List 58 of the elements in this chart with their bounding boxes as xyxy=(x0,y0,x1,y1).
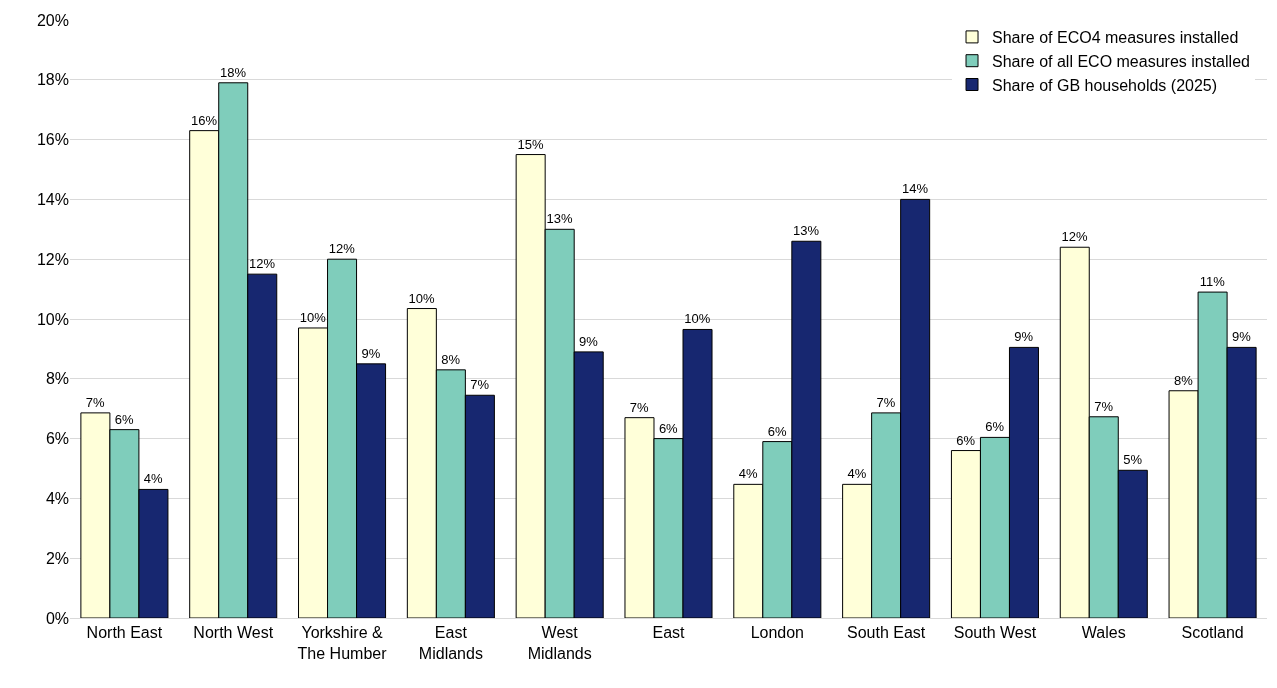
data-label: 8% xyxy=(441,351,461,367)
x-tick-label: North West xyxy=(193,624,274,642)
data-label: 12% xyxy=(1061,229,1088,245)
y-tick-label: 18% xyxy=(36,71,69,89)
data-label: 10% xyxy=(299,309,327,325)
data-label: 4% xyxy=(143,471,164,487)
data-label: 9% xyxy=(361,345,381,361)
data-label: 6% xyxy=(658,420,679,436)
data-label: 6% xyxy=(956,432,976,448)
legend-label: Share of all ECO measures installed xyxy=(992,52,1250,70)
y-tick-label: 16% xyxy=(36,131,69,149)
y-tick-label: 10% xyxy=(36,310,69,328)
y-tick-label: 4% xyxy=(45,490,69,507)
data-label: 14% xyxy=(901,181,929,197)
data-label: 7% xyxy=(470,377,490,393)
data-label: 12% xyxy=(249,256,276,272)
y-tick-label: 8% xyxy=(45,370,69,388)
data-label: 9% xyxy=(1014,329,1034,345)
data-label: 9% xyxy=(579,333,599,349)
x-tick-label: North East xyxy=(86,624,163,642)
data-label: 10% xyxy=(684,311,711,327)
data-label: 7% xyxy=(876,394,896,410)
y-tick-label: 14% xyxy=(36,191,69,208)
data-label: 6% xyxy=(767,423,787,439)
x-tick-label: Scotland xyxy=(1181,624,1244,642)
x-tick-label: South East xyxy=(847,624,926,642)
data-label: 6% xyxy=(114,411,135,427)
x-tick-label: East xyxy=(652,624,686,642)
data-label: 6% xyxy=(985,419,1005,435)
data-label: 11% xyxy=(1199,274,1226,290)
legend-label: Share of ECO4 measures installed xyxy=(992,29,1239,47)
data-label: 4% xyxy=(847,466,867,482)
data-label: 5% xyxy=(1123,452,1143,468)
x-tick-label: London xyxy=(750,624,805,642)
data-label: 13% xyxy=(793,223,820,239)
x-tick-label: Yorkshire & The Humber xyxy=(297,624,388,662)
x-tick-label: West Midlands xyxy=(527,624,592,662)
data-label: 16% xyxy=(190,112,218,128)
data-label: 8% xyxy=(1173,372,1194,388)
x-tick-label: East Midlands xyxy=(418,624,483,662)
y-tick-label: 6% xyxy=(45,430,69,448)
data-label: 4% xyxy=(738,466,758,482)
data-label: 7% xyxy=(1094,398,1114,414)
data-label: 13% xyxy=(546,211,573,227)
x-tick-label: Wales xyxy=(1081,624,1126,642)
y-tick-label: 2% xyxy=(45,549,69,567)
legend-label: Share of GB households (2025) xyxy=(992,76,1218,94)
data-label: 9% xyxy=(1231,329,1252,345)
data-label: 7% xyxy=(629,399,650,415)
data-label: 18% xyxy=(220,64,247,80)
data-label: 7% xyxy=(85,394,105,410)
y-tick-label: 0% xyxy=(45,609,69,627)
data-label: 15% xyxy=(517,136,544,152)
data-label: 12% xyxy=(328,241,356,257)
y-tick-label: 20% xyxy=(36,11,69,29)
y-tick-label: 12% xyxy=(36,250,69,268)
data-label: 10% xyxy=(408,290,436,306)
x-tick-label: South West xyxy=(953,624,1037,642)
